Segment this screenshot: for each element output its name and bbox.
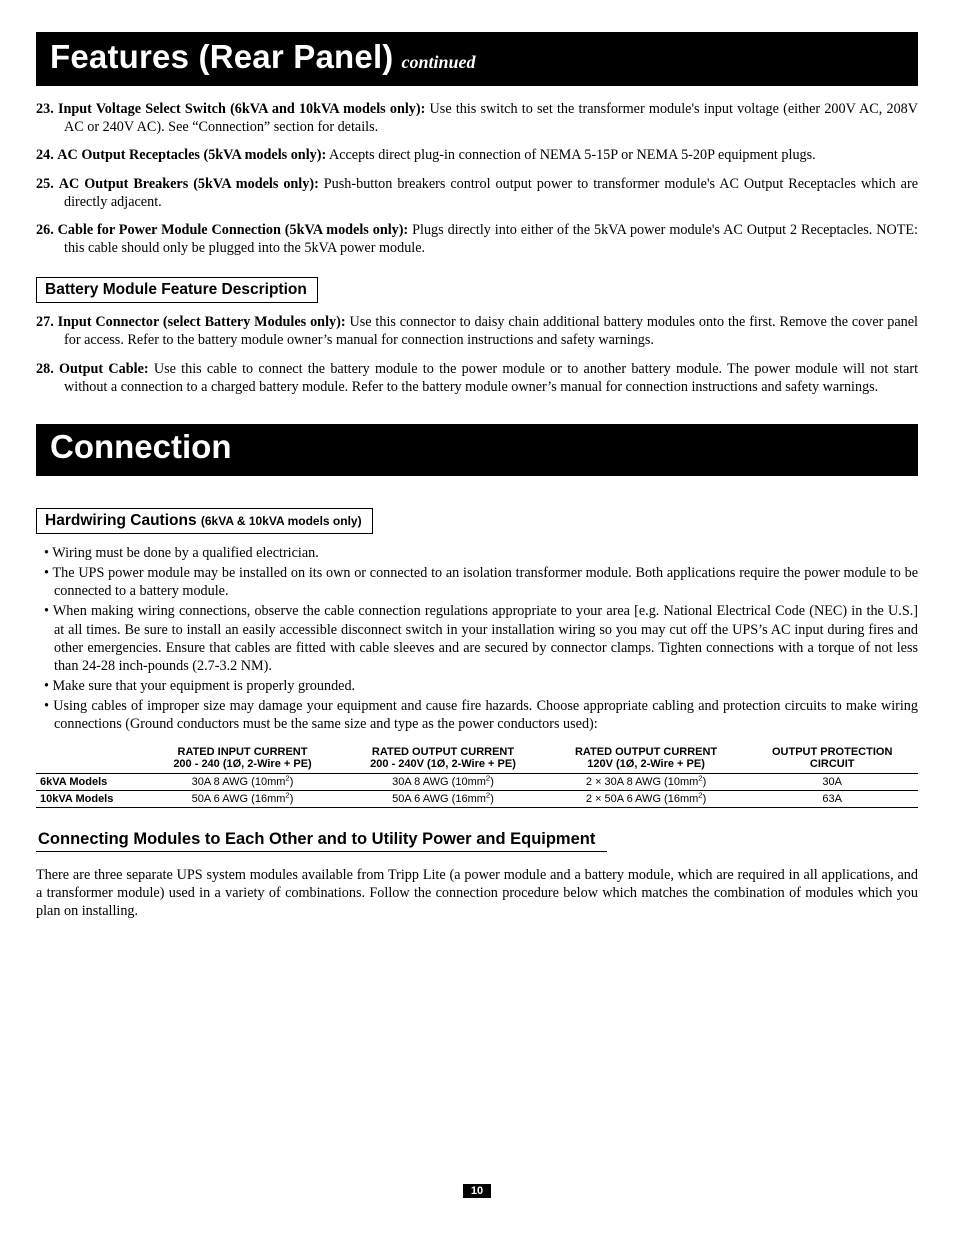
connecting-paragraph: There are three separate UPS system modu… [36, 866, 918, 921]
section-header-connection: Connection [36, 424, 918, 476]
feature-item: 23. Input Voltage Select Switch (6kVA an… [36, 100, 918, 136]
feature-item: 25. AC Output Breakers (5kVA models only… [36, 175, 918, 211]
page-number: 10 [36, 1181, 918, 1199]
bullet-item: • Using cables of improper size may dama… [36, 697, 918, 733]
table-header [36, 744, 145, 774]
battery-subhead: Battery Module Feature Description [36, 277, 318, 303]
table-header: OUTPUT PROTECTIONCIRCUIT [746, 744, 918, 774]
table-cell: 30A [746, 773, 918, 790]
table-cell: 2 × 30A 8 AWG (10mm2) [546, 773, 747, 790]
hardwiring-bullets: • Wiring must be done by a qualified ele… [36, 544, 918, 734]
spec-table: RATED INPUT CURRENT200 - 240 (1Ø, 2-Wire… [36, 744, 918, 808]
table-cell: 50A 6 AWG (16mm2) [145, 790, 341, 807]
table-header: RATED OUTPUT CURRENT200 - 240V (1Ø, 2-Wi… [340, 744, 545, 774]
bullet-item: • Wiring must be done by a qualified ele… [36, 544, 918, 562]
hardwiring-subhead: Hardwiring Cautions (6kVA & 10kVA models… [36, 508, 373, 534]
feature-item: 26. Cable for Power Module Connection (5… [36, 221, 918, 257]
table-cell: 30A 8 AWG (10mm2) [145, 773, 341, 790]
table-header-row: RATED INPUT CURRENT200 - 240 (1Ø, 2-Wire… [36, 744, 918, 774]
table-cell: 50A 6 AWG (16mm2) [340, 790, 545, 807]
table-row: 10kVA Models 50A 6 AWG (16mm2) 50A 6 AWG… [36, 790, 918, 807]
battery-item: 27. Input Connector (select Battery Modu… [36, 313, 918, 349]
table-header: RATED INPUT CURRENT200 - 240 (1Ø, 2-Wire… [145, 744, 341, 774]
banner-title: Features (Rear Panel) [50, 38, 394, 75]
table-row: 6kVA Models 30A 8 AWG (10mm2) 30A 8 AWG … [36, 773, 918, 790]
section-header-features: Features (Rear Panel) continued [36, 32, 918, 86]
table-header: RATED OUTPUT CURRENT120V (1Ø, 2-Wire + P… [546, 744, 747, 774]
table-cell: 2 × 50A 6 AWG (16mm2) [546, 790, 747, 807]
banner-suffix: continued [402, 52, 476, 72]
battery-item: 28. Output Cable: Use this cable to conn… [36, 360, 918, 396]
connecting-subhead: Connecting Modules to Each Other and to … [36, 830, 918, 852]
feature-item: 24. AC Output Receptacles (5kVA models o… [36, 146, 918, 164]
bullet-item: • The UPS power module may be installed … [36, 564, 918, 600]
bullet-item: • Make sure that your equipment is prope… [36, 677, 918, 695]
table-cell: 10kVA Models [36, 790, 145, 807]
bullet-item: • When making wiring connections, observ… [36, 602, 918, 675]
table-cell: 6kVA Models [36, 773, 145, 790]
table-cell: 30A 8 AWG (10mm2) [340, 773, 545, 790]
table-cell: 63A [746, 790, 918, 807]
banner-title: Connection [50, 428, 231, 465]
